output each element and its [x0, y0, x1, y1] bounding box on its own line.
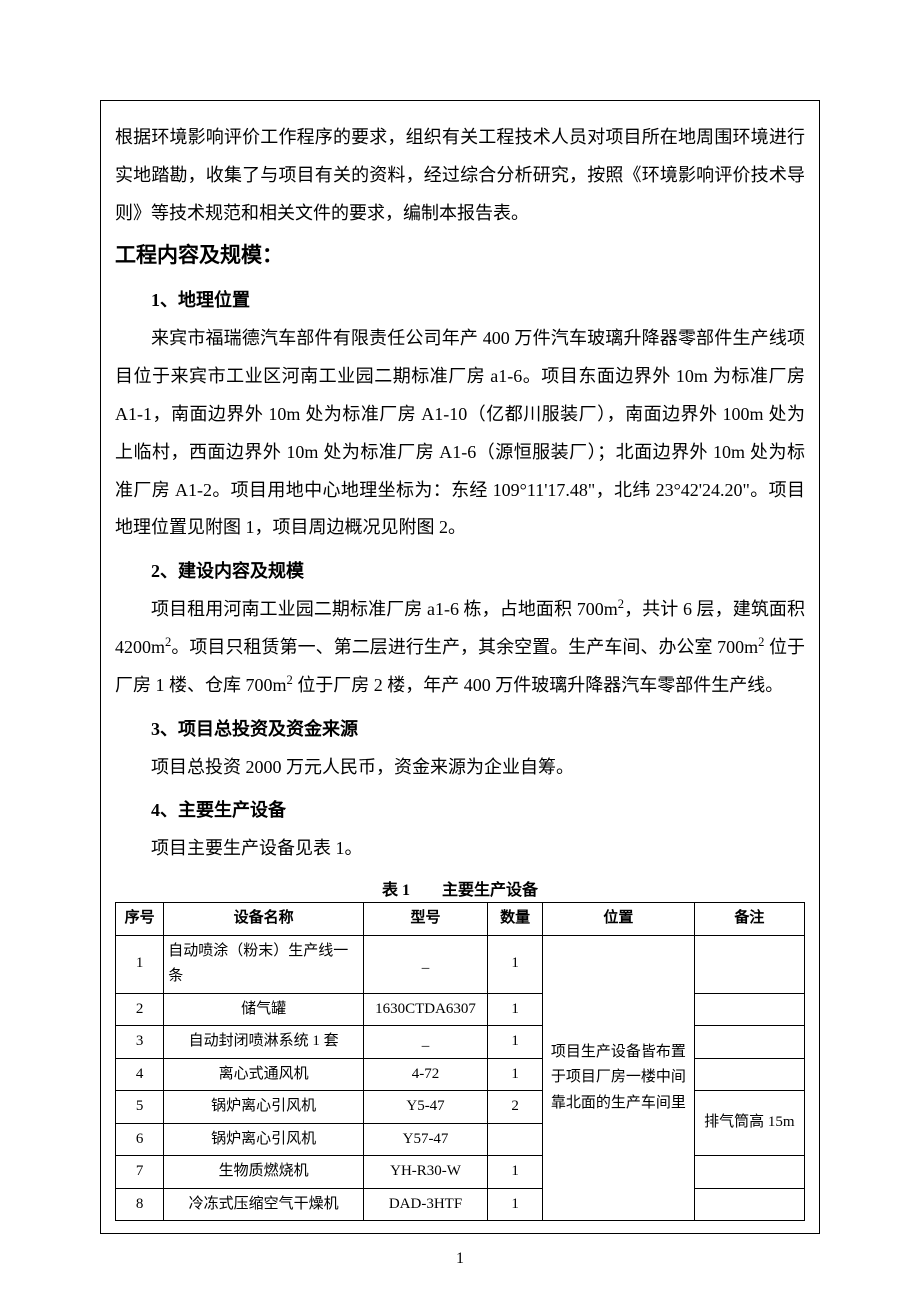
- cell-model: _: [364, 935, 488, 993]
- cell-model: 4-72: [364, 1058, 488, 1091]
- table-row: 2 储气罐 1630CTDA6307 1: [116, 993, 805, 1026]
- cell-name: 离心式通风机: [164, 1058, 364, 1091]
- intro-paragraph: 根据环境影响评价工作程序的要求，组织有关工程技术人员对项目所在地周围环境进行实地…: [115, 119, 805, 232]
- cell-qty: 1: [488, 1058, 543, 1091]
- table-row: 4 离心式通风机 4-72 1: [116, 1058, 805, 1091]
- cell-note: [694, 1156, 804, 1189]
- table-row: 3 自动封闭喷淋系统 1 套 _ 1: [116, 1026, 805, 1059]
- s2-text-c: 。项目只租赁第一、第二层进行生产，其余空置。生产车间、办公室 700m: [171, 637, 758, 657]
- cell-name: 锅炉离心引风机: [164, 1091, 364, 1124]
- section-1-paragraph: 来宾市福瑞德汽车部件有限责任公司年产 400 万件汽车玻璃升降器零部件生产线项目…: [115, 320, 805, 547]
- cell-note: 排气筒高 15m: [694, 1091, 804, 1156]
- cell-qty: 1: [488, 1188, 543, 1221]
- section-2-title: 2、建设内容及规模: [115, 553, 805, 589]
- cell-no: 5: [116, 1091, 164, 1124]
- section-3-paragraph: 项目总投资 2000 万元人民币，资金来源为企业自筹。: [115, 749, 805, 787]
- cell-qty: 1: [488, 1026, 543, 1059]
- th-no: 序号: [116, 903, 164, 936]
- cell-qty: 1: [488, 935, 543, 993]
- cell-name: 锅炉离心引风机: [164, 1123, 364, 1156]
- cell-no: 6: [116, 1123, 164, 1156]
- th-name: 设备名称: [164, 903, 364, 936]
- cell-qty: [488, 1123, 543, 1156]
- cell-model: DAD-3HTF: [364, 1188, 488, 1221]
- cell-note: [694, 1026, 804, 1059]
- cell-model: YH-R30-W: [364, 1156, 488, 1189]
- th-note: 备注: [694, 903, 804, 936]
- s2-text-a: 项目租用河南工业园二期标准厂房 a1-6 栋，占地面积 700m: [151, 599, 618, 619]
- th-model: 型号: [364, 903, 488, 936]
- table-row: 1 自动喷涂（粉末）生产线一条 _ 1 项目生产设备皆布置于项目厂房一楼中间靠北…: [116, 935, 805, 993]
- cell-name: 冷冻式压缩空气干燥机: [164, 1188, 364, 1221]
- table-row: 5 锅炉离心引风机 Y5-47 2 排气筒高 15m: [116, 1091, 805, 1124]
- equipment-table: 序号 设备名称 型号 数量 位置 备注 1 自动喷涂（粉末）生产线一条 _ 1 …: [115, 902, 805, 1221]
- th-loc: 位置: [543, 903, 695, 936]
- section-3-title: 3、项目总投资及资金来源: [115, 711, 805, 747]
- page: 根据环境影响评价工作程序的要求，组织有关工程技术人员对项目所在地周围环境进行实地…: [0, 0, 920, 1302]
- content-border: 根据环境影响评价工作程序的要求，组织有关工程技术人员对项目所在地周围环境进行实地…: [100, 100, 820, 1234]
- cell-qty: 1: [488, 993, 543, 1026]
- section-1-title: 1、地理位置: [115, 282, 805, 318]
- section-4-title: 4、主要生产设备: [115, 792, 805, 828]
- cell-name: 生物质燃烧机: [164, 1156, 364, 1189]
- table-caption: 表 1 主要生产设备: [115, 876, 805, 900]
- main-heading: 工程内容及规模：: [115, 234, 805, 276]
- cell-no: 2: [116, 993, 164, 1026]
- cell-qty: 1: [488, 1156, 543, 1189]
- s2-text-e: 位于厂房 2 楼，年产 400 万件玻璃升降器汽车零部件生产线。: [293, 675, 784, 695]
- cell-loc: 项目生产设备皆布置于项目厂房一楼中间靠北面的生产车间里: [543, 935, 695, 1221]
- cell-name: 储气罐: [164, 993, 364, 1026]
- cell-qty: 2: [488, 1091, 543, 1124]
- cell-no: 8: [116, 1188, 164, 1221]
- section-2-paragraph: 项目租用河南工业园二期标准厂房 a1-6 栋，占地面积 700m2，共计 6 层…: [115, 591, 805, 704]
- cell-no: 1: [116, 935, 164, 993]
- cell-model: Y5-47: [364, 1091, 488, 1124]
- cell-note: [694, 1188, 804, 1221]
- cell-model: _: [364, 1026, 488, 1059]
- cell-note: [694, 935, 804, 993]
- cell-note: [694, 1058, 804, 1091]
- table-row: 8 冷冻式压缩空气干燥机 DAD-3HTF 1: [116, 1188, 805, 1221]
- table-row: 7 生物质燃烧机 YH-R30-W 1: [116, 1156, 805, 1189]
- cell-name: 自动封闭喷淋系统 1 套: [164, 1026, 364, 1059]
- cell-name: 自动喷涂（粉末）生产线一条: [164, 935, 364, 993]
- page-number: 1: [0, 1250, 920, 1268]
- cell-no: 7: [116, 1156, 164, 1189]
- cell-note: [694, 993, 804, 1026]
- cell-model: Y57-47: [364, 1123, 488, 1156]
- table-header-row: 序号 设备名称 型号 数量 位置 备注: [116, 903, 805, 936]
- cell-no: 3: [116, 1026, 164, 1059]
- cell-no: 4: [116, 1058, 164, 1091]
- th-qty: 数量: [488, 903, 543, 936]
- section-4-paragraph: 项目主要生产设备见表 1。: [115, 830, 805, 868]
- cell-model: 1630CTDA6307: [364, 993, 488, 1026]
